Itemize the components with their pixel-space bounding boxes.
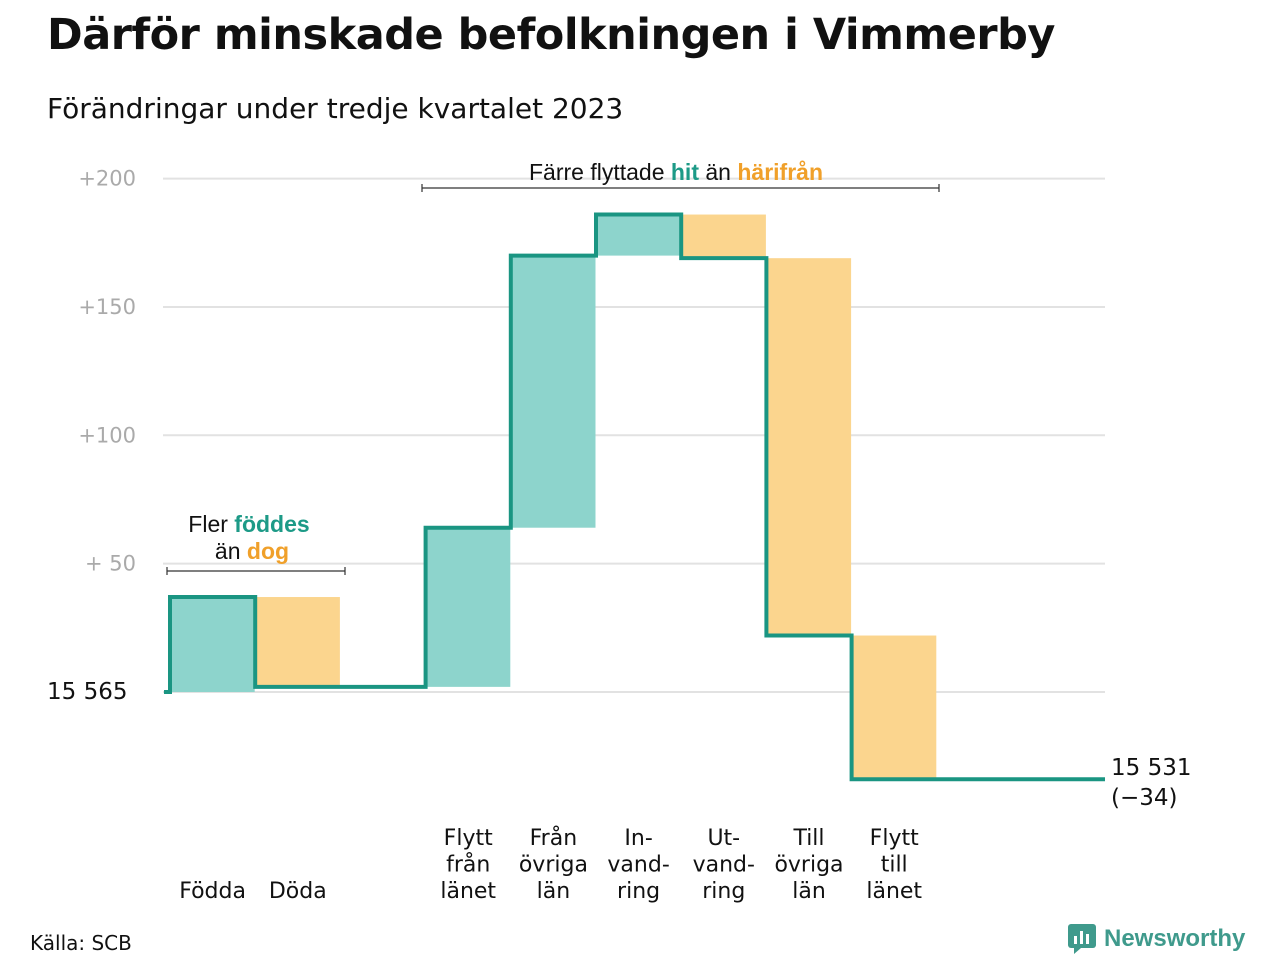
end-change-label: (−34): [1111, 785, 1177, 811]
births-annotation: Fler föddes än dog: [166, 511, 346, 575]
category-label: Till: [792, 826, 824, 851]
chart-subtitle: Förändringar under tredje kvartalet 2023: [47, 92, 624, 125]
bar-increase: [425, 527, 511, 687]
category-label: övriga: [519, 853, 588, 878]
category-label: ring: [617, 879, 660, 904]
end-value-label: 15 531: [1111, 755, 1191, 781]
bars: [170, 214, 937, 780]
category-label: Flytt: [870, 826, 919, 851]
category-label: Flytt: [444, 826, 493, 851]
bar-decrease: [255, 597, 340, 687]
source-note: Källa: SCB: [30, 931, 132, 955]
y-tick-label: +150: [78, 295, 136, 319]
category-label: till: [881, 853, 908, 878]
births-annotation-line1: Fler föddes: [188, 511, 309, 537]
bar-increase: [596, 214, 681, 256]
newsworthy-logo: Newsworthy: [1068, 924, 1245, 954]
y-tick-label: + 50: [85, 552, 136, 576]
category-label: övriga: [774, 853, 843, 878]
migration-bracket: [421, 184, 940, 192]
grid-lines: [163, 177, 1105, 693]
category-label: län: [537, 879, 571, 904]
bar-decrease: [681, 214, 766, 259]
category-label: Döda: [269, 879, 327, 904]
start-value-label: 15 565: [47, 679, 127, 705]
y-tick-label: +200: [78, 167, 136, 191]
cumulative-step-line: [164, 212, 1105, 782]
newsworthy-logo-icon: [1068, 924, 1096, 954]
category-label: Från: [530, 825, 578, 851]
category-label: Ut-: [707, 826, 740, 851]
category-label: länet: [866, 879, 922, 904]
category-label: länet: [440, 879, 496, 904]
bar-increase: [510, 255, 596, 528]
category-label: ring: [702, 879, 745, 904]
category-labels: Födda DödaFlyttfrånlänetFrånövrigalänIn-v…: [179, 825, 922, 904]
bar-increase: [170, 597, 255, 692]
category-label: In-: [624, 826, 652, 851]
bar-decrease: [766, 258, 852, 636]
category-label: från: [446, 852, 490, 878]
bar-decrease: [851, 635, 937, 780]
category-label: Födda: [179, 879, 246, 904]
births-annotation-line2: än dog: [215, 538, 289, 564]
category-label: vand-: [607, 853, 669, 878]
migration-annotation: Färre flyttade hit än härifrån: [421, 159, 940, 192]
newsworthy-logo-text: Newsworthy: [1104, 925, 1246, 952]
migration-annotation-text: Färre flyttade hit än härifrån: [529, 159, 823, 185]
category-label: vand-: [693, 853, 755, 878]
y-tick-label: +100: [78, 423, 136, 447]
chart-title: Därför minskade befolkningen i Vimmerby: [47, 10, 1055, 60]
y-axis-ticks: +200 +150 +100 + 50: [78, 167, 136, 576]
births-bracket: [166, 567, 346, 575]
category-label: län: [792, 879, 826, 904]
